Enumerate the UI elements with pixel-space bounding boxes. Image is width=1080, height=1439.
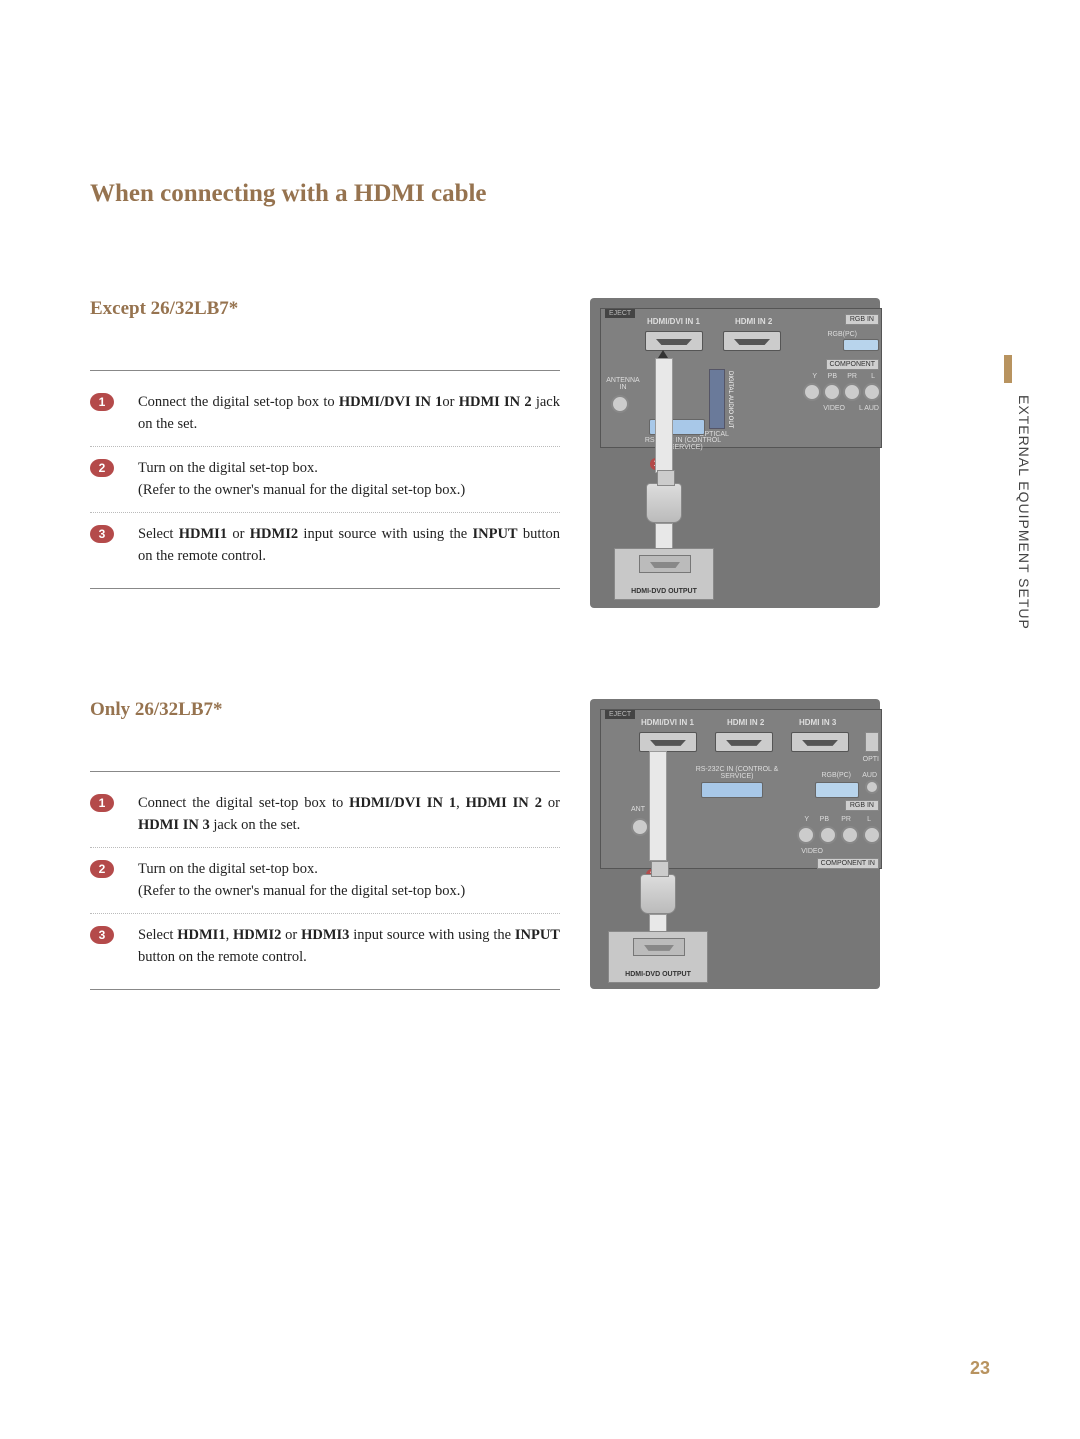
page-title: When connecting with a HDMI cable [90, 180, 990, 208]
step-text: Turn on the digital set-top box.(Refer t… [138, 457, 465, 502]
y-label: Y [812, 373, 817, 380]
step-text: Select HDMI1 or HDMI2 input source with … [138, 523, 560, 568]
rgbin-tag: RGB IN [845, 800, 879, 811]
rgbpc-label: RGB(PC) [827, 331, 857, 338]
y-label: Y [804, 816, 809, 823]
ant-label: ANT [631, 806, 645, 813]
optical-block [709, 369, 725, 429]
hdmi-cable [655, 358, 673, 473]
pr-label: PR [841, 816, 851, 823]
hdmi1-port [645, 331, 703, 351]
aud-label: AUD [862, 772, 877, 779]
video-label: VIDEO [823, 405, 845, 412]
side-section-label: EXTERNAL EQUIPMENT SETUP [1016, 395, 1032, 630]
step-badge: 1 [90, 794, 114, 812]
hdmi1-label: HDMI/DVI IN 1 [641, 718, 694, 727]
antenna-label: ANTENNA IN [603, 377, 643, 391]
rs232-label: RS-232C IN (CONTROL & SERVICE) [687, 766, 787, 780]
section2-diagram: EJECT HDMI/DVI IN 1 HDMI IN 2 HDMI IN 3 … [590, 699, 880, 989]
rgbpc-label: RGB(PC) [821, 772, 851, 779]
y-rca [803, 383, 821, 401]
step-item: 1 Connect the digital set-top box to HDM… [90, 782, 560, 848]
hdmi2-port [715, 732, 773, 752]
page-number: 23 [970, 1358, 990, 1379]
hdmi-cable [649, 751, 667, 861]
y-rca [797, 826, 815, 844]
section2-steps: 1 Connect the digital set-top box to HDM… [90, 771, 560, 990]
stb-caption: HDMI-DVD OUTPUT [609, 971, 707, 978]
pb-rca [819, 826, 837, 844]
audio-out-label: DIGITAL AUDIO OUT [727, 371, 733, 428]
side-tab [1004, 355, 1012, 383]
l-rca [863, 826, 881, 844]
rs232-port [701, 782, 763, 798]
l-label: L [867, 816, 871, 823]
hdmi-plug [646, 483, 682, 523]
eject-label: EJECT [605, 309, 635, 318]
stb-box: HDMI-DVD OUTPUT [608, 931, 708, 983]
section1-steps: 1 Connect the digital set-top box to HDM… [90, 370, 560, 589]
l-rca [863, 383, 881, 401]
step-badge: 3 [90, 926, 114, 944]
component-tag: COMPONENT [826, 359, 880, 370]
eject-label: EJECT [605, 710, 635, 719]
opti-label: OPTI [863, 756, 879, 763]
hdmi3-label: HDMI IN 3 [799, 718, 836, 727]
hdmi1-label: HDMI/DVI IN 1 [647, 317, 700, 326]
step-text: Select HDMI1, HDMI2 or HDMI3 input sourc… [138, 924, 560, 969]
aud-rca [865, 780, 879, 794]
video-label: VIDEO [801, 848, 823, 855]
ant-port [631, 818, 649, 836]
rgbpc-port [843, 339, 879, 351]
tv-back-panel: EJECT HDMI/DVI IN 1 HDMI IN 2 RGB IN RGB… [600, 308, 882, 448]
component-in-tag: COMPONENT IN [817, 858, 879, 869]
step-item: 2 Turn on the digital set-top box.(Refer… [90, 447, 560, 513]
section-only: Only 26/32LB7* 1 Connect the digital set… [90, 699, 990, 990]
section-except: Except 26/32LB7* 1 Connect the digital s… [90, 298, 990, 589]
section1-diagram: EJECT HDMI/DVI IN 1 HDMI IN 2 RGB IN RGB… [590, 298, 880, 608]
pb-label: PB [828, 373, 837, 380]
hdmi2-port [723, 331, 781, 351]
rgbin-tag: RGB IN [845, 314, 879, 325]
step-badge: 2 [90, 860, 114, 878]
stb-box: HDMI-DVD OUTPUT [614, 548, 714, 600]
stb-hdmi-port [633, 938, 685, 956]
step-badge: 3 [90, 525, 114, 543]
rgbpc-port [815, 782, 859, 798]
pr-rca [843, 383, 861, 401]
step-text: Turn on the digital set-top box.(Refer t… [138, 858, 465, 903]
pr-rca [841, 826, 859, 844]
arrow-icon [658, 350, 668, 358]
step-item: 3 Select HDMI1, HDMI2 or HDMI3 input sou… [90, 914, 560, 979]
pr-label: PR [847, 373, 857, 380]
hdmi3-port [791, 732, 849, 752]
tv-back-panel: EJECT HDMI/DVI IN 1 HDMI IN 2 HDMI IN 3 … [600, 709, 882, 869]
step-item: 1 Connect the digital set-top box to HDM… [90, 381, 560, 447]
step-item: 3 Select HDMI1 or HDMI2 input source wit… [90, 513, 560, 578]
hdmi-plug [640, 874, 676, 914]
hdmi2-label: HDMI IN 2 [727, 718, 764, 727]
pb-label: PB [820, 816, 829, 823]
stb-hdmi-port [639, 555, 691, 573]
step-badge: 1 [90, 393, 114, 411]
laud-label: L AUD [859, 405, 879, 412]
stb-caption: HDMI-DVD OUTPUT [615, 588, 713, 595]
step-item: 2 Turn on the digital set-top box.(Refer… [90, 848, 560, 914]
l-label: L [871, 373, 875, 380]
pb-rca [823, 383, 841, 401]
hdmi2-label: HDMI IN 2 [735, 317, 772, 326]
step-text: Connect the digital set-top box to HDMI/… [138, 792, 560, 837]
step-text: Connect the digital set-top box to HDMI/… [138, 391, 560, 436]
side-port [865, 732, 879, 752]
antenna-port [611, 395, 629, 413]
step-badge: 2 [90, 459, 114, 477]
hdmi1-port [639, 732, 697, 752]
